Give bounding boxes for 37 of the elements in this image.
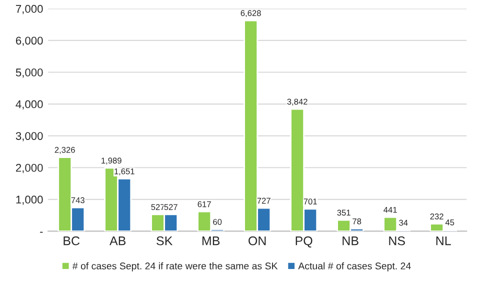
y-tick-label: 6,000 xyxy=(16,36,43,46)
x-tick-label: BC xyxy=(64,236,80,246)
data-label: 3,842 xyxy=(287,98,308,106)
data-label: 2,326 xyxy=(54,146,75,154)
legend-label: Actual # of cases Sept. 24 xyxy=(298,262,411,272)
data-label: 6,628 xyxy=(240,10,261,18)
x-tick-label: AB xyxy=(110,236,126,246)
x-tick-label: NS xyxy=(389,236,405,246)
data-label: 527 xyxy=(151,204,164,210)
data-label: 617 xyxy=(198,201,211,208)
y-tick-label: 7,000 xyxy=(16,4,43,14)
y-tick-label: 3,000 xyxy=(16,132,43,142)
legend-label: # of cases Sept. 24 if rate were the same as SK xyxy=(72,262,278,272)
data-label: 34 xyxy=(399,220,408,226)
y-tick-label: - xyxy=(40,232,43,233)
data-label: 232 xyxy=(430,214,444,220)
x-tick-label: SK xyxy=(156,236,173,246)
x-tick-label: NL xyxy=(436,236,451,246)
x-tick-label: PQ xyxy=(296,236,312,248)
data-label: 1,989 xyxy=(102,158,122,165)
y-tick-label: 1,000 xyxy=(16,196,43,205)
data-label: 527 xyxy=(164,204,178,210)
data-label: 441 xyxy=(384,206,397,213)
data-label: 701 xyxy=(304,198,317,204)
data-label: 1,651 xyxy=(114,168,134,176)
data-label: 727 xyxy=(257,198,270,204)
x-tick-label: NB xyxy=(342,236,358,246)
y-tick-label: 5,000 xyxy=(16,68,43,78)
data-label: 45 xyxy=(445,220,454,226)
data-label: 351 xyxy=(337,210,350,216)
x-tick-label: MB xyxy=(202,236,220,246)
x-tick-label: ON xyxy=(248,236,266,246)
data-label: 743 xyxy=(71,197,84,204)
y-tick-label: 2,000 xyxy=(16,164,43,174)
data-label: 60 xyxy=(213,218,222,225)
y-tick-label: 4,000 xyxy=(16,100,43,110)
data-label: 78 xyxy=(352,218,362,224)
